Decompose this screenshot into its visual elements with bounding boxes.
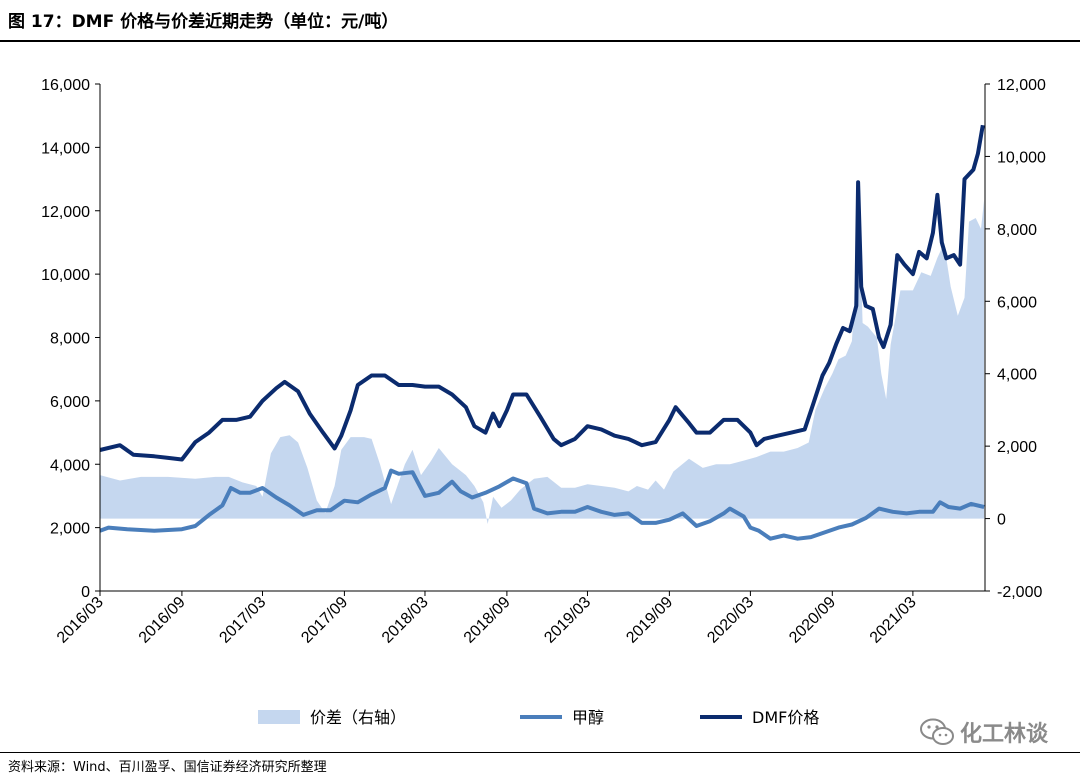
x-tick-label: 2019/09 [623,594,676,647]
right-tick-label: 8,000 [997,222,1037,239]
source-rule [0,752,1080,753]
watermark: 化工林谈 [919,716,1048,748]
series-line-dmf [99,124,985,462]
left-tick-label: 16,000 [41,77,90,94]
legend-label: 价差（右轴） [310,708,406,727]
x-tick-label: 2017/03 [216,594,269,647]
left-tick-label: 4,000 [50,457,90,474]
legend-item-spread: 价差（右轴） [258,708,406,727]
x-tick-label: 2016/09 [136,594,189,647]
right-tick-label: 4,000 [997,367,1037,384]
x-tick-label: 2021/03 [867,594,920,647]
series-line-methanol [99,468,985,541]
x-tick-label: 2018/09 [461,594,514,647]
right-tick-label: 2,000 [997,439,1037,456]
right-tick-label: 10,000 [997,149,1046,166]
right-tick-label: 0 [997,512,1006,529]
right-tick-label: -2,000 [997,584,1042,601]
legend-label: 甲醇 [572,708,604,727]
right-tick-label: 6,000 [997,294,1037,311]
x-tick-label: 2019/03 [541,594,594,647]
line-layer [99,124,985,541]
left-tick-label: 6,000 [50,394,90,411]
right-tick-label: 12,000 [997,77,1046,94]
wechat-icon [919,718,954,745]
left-tick-label: 2,000 [50,521,90,538]
figure-title: 图 17：DMF 价格与价差近期走势（单位：元/吨） [8,12,399,32]
left-tick-label: 8,000 [50,331,90,348]
legend: 价差（右轴） 甲醇 DMF价格 [258,708,819,727]
x-tick-label: 2018/03 [379,594,432,647]
left-tick-label: 0 [81,584,90,601]
legend-label: DMF价格 [752,708,819,727]
legend-item-dmf: DMF价格 [700,708,819,727]
title-rule [0,40,1080,42]
series-area-spread [100,199,985,524]
left-tick-label: 10,000 [41,267,90,284]
legend-swatch [258,710,300,724]
watermark-text: 化工林谈 [959,722,1048,747]
x-tick-label: 2017/09 [298,594,351,647]
x-tick-label: 2020/03 [704,594,757,647]
chart: 0 2,000 4,000 6,000 8,000 10,000 12,000 14,000 1… [41,77,1046,727]
legend-item-methanol: 甲醇 [520,708,604,727]
left-tick-label: 12,000 [41,204,90,221]
spread-area-layer [100,199,985,524]
x-tick-label: 2016/03 [54,594,107,647]
left-tick-label: 14,000 [41,140,90,157]
source-note: 资料来源：Wind、百川盈孚、国信证券经济研究所整理 [8,760,327,775]
x-tick-label: 2020/09 [786,594,839,647]
